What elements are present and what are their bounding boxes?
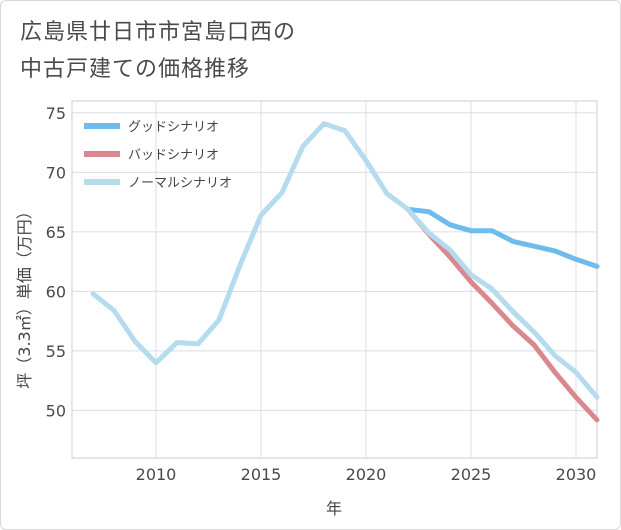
series-line-グッドシナリオ: [405, 206, 600, 269]
chart-title-line-2: 中古戸建ての価格推移: [20, 57, 251, 82]
legend-label-バッドシナリオ: バッドシナリオ: [128, 148, 219, 163]
y-axis-title: 坪（3.3㎡）単価（万円）: [15, 203, 34, 388]
y-tick-label-70: 70: [46, 163, 66, 182]
series-lines: [90, 121, 600, 423]
x-tick-label-2015: 2015: [241, 465, 282, 484]
chart-title: 広島県廿日市市宮島口西の 中古戸建ての価格推移: [20, 14, 580, 88]
y-tick-label-60: 60: [46, 282, 66, 301]
legend-label-グッドシナリオ: グッドシナリオ: [128, 120, 219, 135]
y-tick-label-65: 65: [46, 223, 66, 242]
y-tick-label-50: 50: [46, 401, 66, 420]
x-tick-label-2020: 2020: [346, 465, 387, 484]
y-axis-ticks: 50 55 60 65 70 75: [46, 104, 66, 420]
x-axis-ticks: 2010 2015 2020 2025 2030: [136, 465, 597, 484]
legend-label-ノーマルシナリオ: ノーマルシナリオ: [128, 176, 232, 191]
series-line-バッドシナリオ: [405, 206, 600, 423]
chart-title-line-1: 広島県廿日市市宮島口西の: [20, 20, 297, 45]
plot-area: [71, 100, 598, 459]
y-tick-label-75: 75: [46, 104, 66, 123]
x-axis-title: 年: [326, 499, 342, 518]
x-tick-label-2030: 2030: [556, 465, 597, 484]
x-tick-label-2010: 2010: [136, 465, 177, 484]
series-line-ノーマルシナリオ: [90, 121, 600, 400]
y-tick-label-55: 55: [46, 342, 66, 361]
x-tick-label-2025: 2025: [451, 465, 492, 484]
